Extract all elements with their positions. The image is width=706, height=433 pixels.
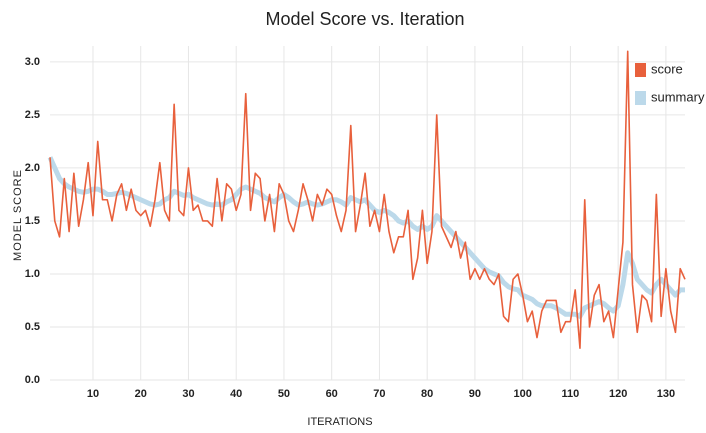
x-tick-label: 30 [182,388,194,400]
x-tick-label: 110 [562,388,580,400]
x-tick-label: 70 [373,388,385,400]
legend-label: summary [651,89,705,104]
y-tick-label: 2.0 [25,162,40,174]
chart-title: Model Score vs. Iteration [265,9,464,29]
y-tick-label: 0.0 [25,374,40,386]
series-line [47,156,685,319]
legend-swatch [635,91,646,105]
x-tick-label: 40 [230,388,242,400]
legend-label: score [651,61,683,76]
x-axis-label: ITERATIONS [307,416,372,428]
y-tick-label: 2.5 [25,109,40,121]
x-tick-label: 60 [326,388,338,400]
x-tick-label: 120 [609,388,627,400]
y-axis-label: MODEL SCORE [12,169,24,261]
series-line [49,50,686,349]
x-tick-label: 20 [135,388,147,400]
y-tick-label: 1.0 [25,268,40,280]
x-tick-label: 100 [513,388,531,400]
x-tick-label: 130 [657,388,675,400]
x-tick-label: 50 [278,388,290,400]
legend-swatch [635,63,646,77]
x-tick-label: 10 [87,388,99,400]
y-tick-label: 0.5 [25,321,40,333]
x-tick-label: 80 [421,388,433,400]
y-tick-label: 1.5 [25,215,40,227]
y-tick-label: 3.0 [25,56,40,68]
x-tick-label: 90 [469,388,481,400]
